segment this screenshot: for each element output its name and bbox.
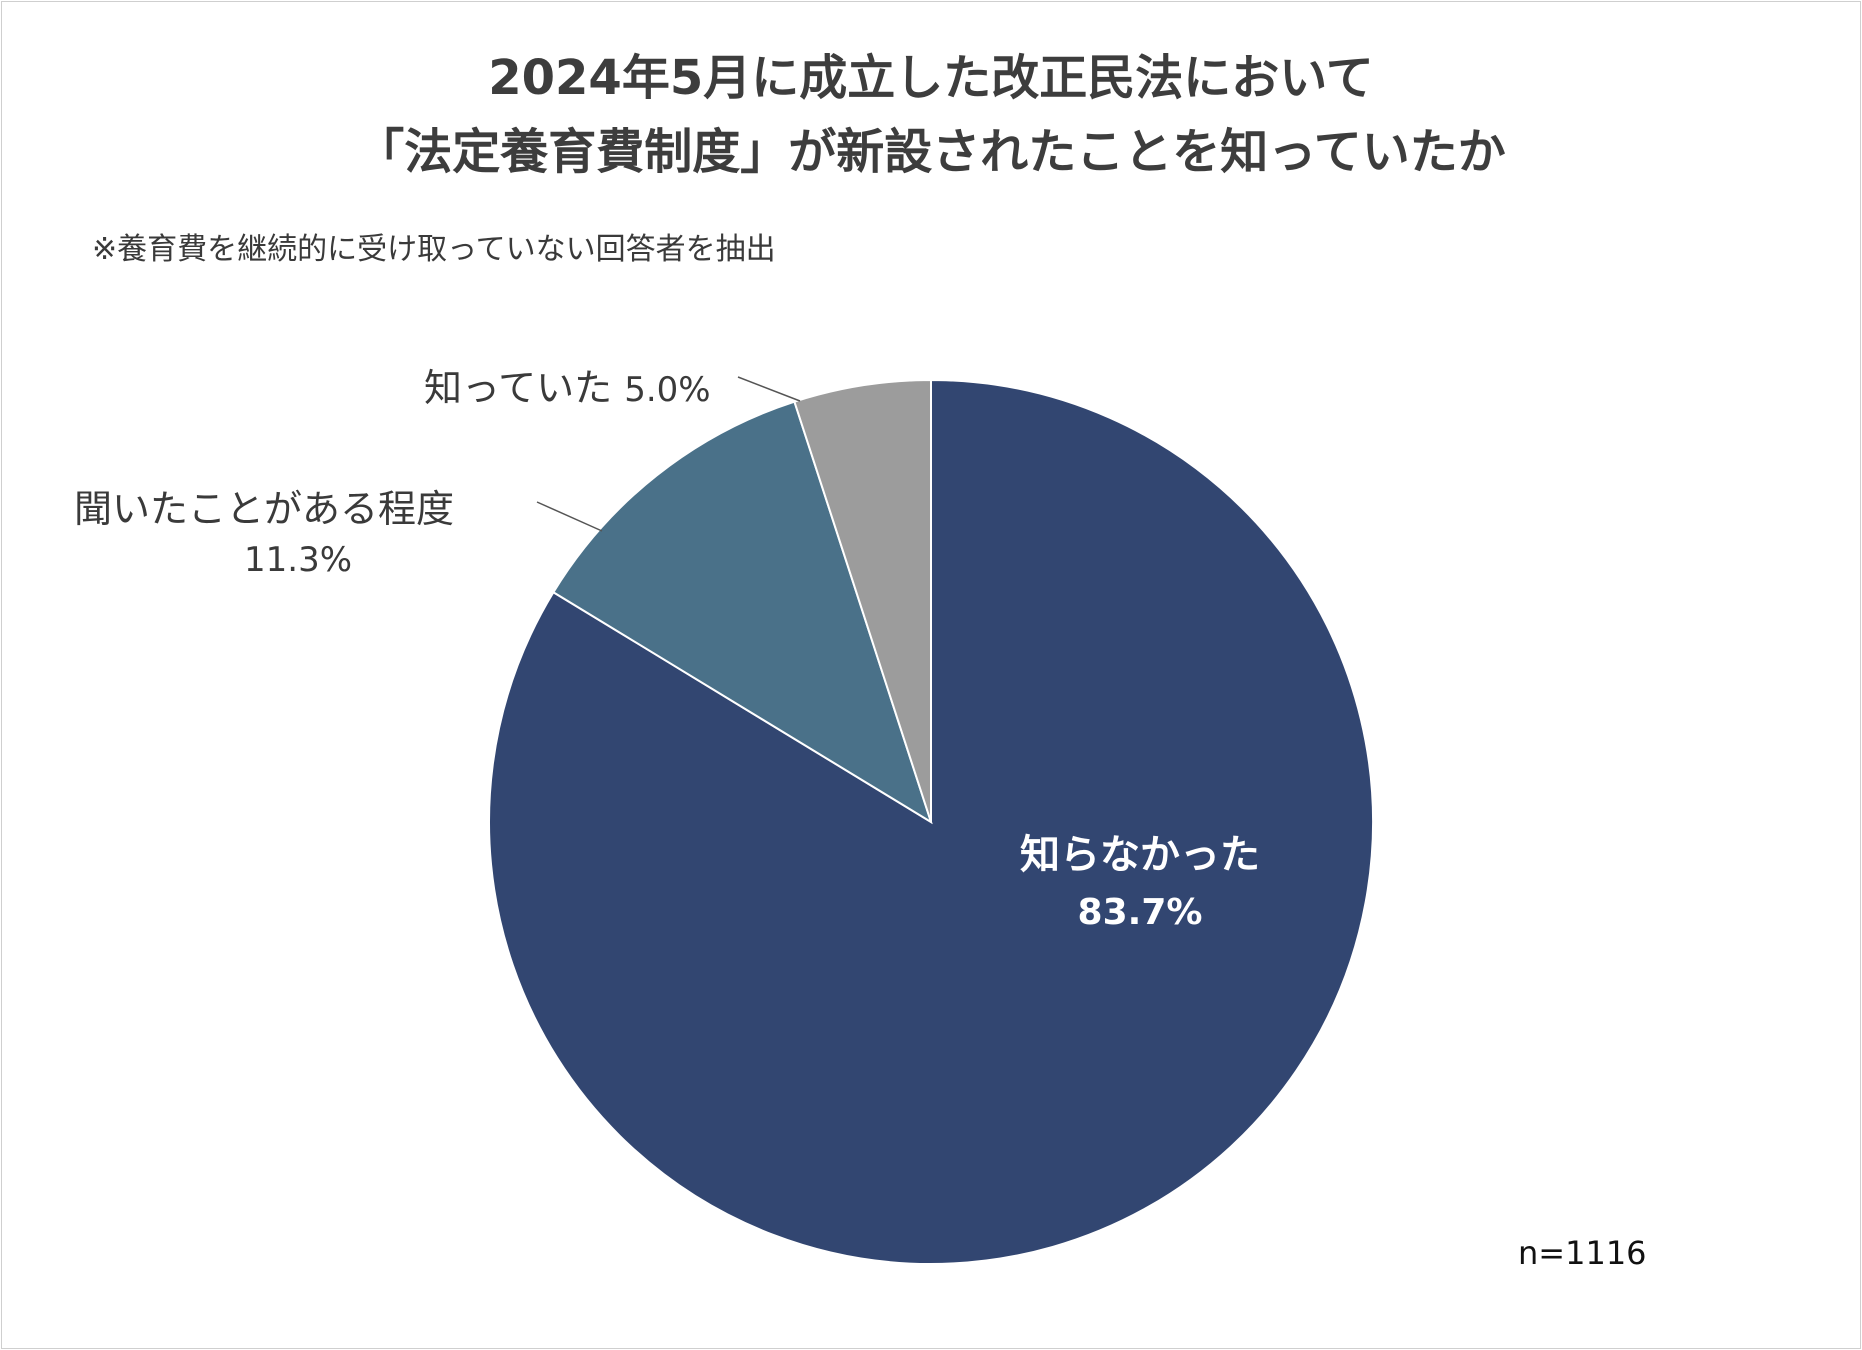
slice-label-heard-value: 11.3%: [244, 540, 353, 580]
chart-note: ※養育費を継続的に受け取っていない回答者を抽出: [92, 232, 776, 267]
slice-knew: [793, 378, 932, 823]
slice-label-knew: 知っていた 5.0%: [424, 357, 711, 412]
slice-label-knew-value: 5.0%: [624, 370, 711, 410]
sample-size: n=1116: [1518, 1234, 1647, 1272]
slice-heard: [552, 400, 933, 825]
slice-label-knew-name: 知っていた: [424, 366, 613, 410]
leader-line-heard: [536, 501, 603, 532]
leader-line-knew: [737, 376, 801, 402]
chart-subtitle: 「法定養育費制度」が新設されたことを知っていたか: [356, 124, 1506, 180]
slice-label-heard-name: 聞いたことがある程度: [74, 487, 455, 531]
slice-unknown: [488, 378, 1374, 1265]
slice-label-unknown-value: 83.7%: [1077, 892, 1203, 933]
chart-title: 2024年5月に成立した改正民法において: [488, 50, 1374, 106]
slice-label-unknown-name: 知らなかった: [1020, 832, 1260, 878]
